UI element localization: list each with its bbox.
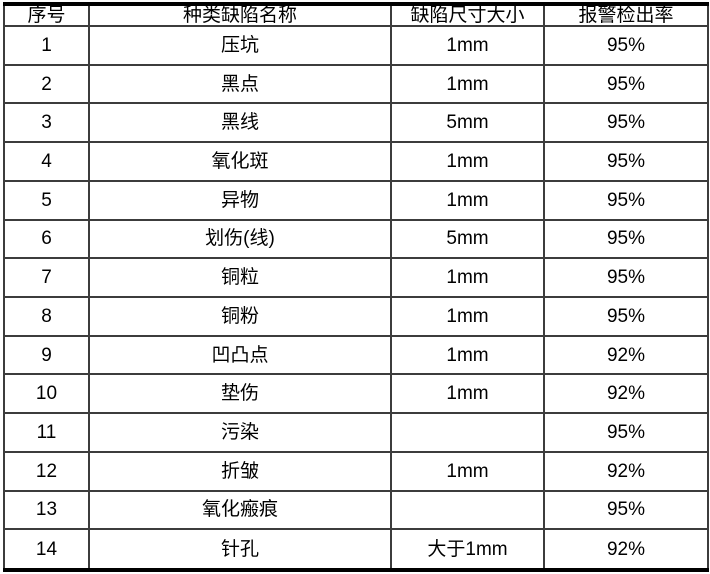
cell-rate: 95% — [543, 296, 709, 337]
cell-rate: 95% — [543, 25, 709, 66]
cell-rate: 95% — [543, 489, 709, 531]
cell-name: 压坑 — [88, 25, 392, 66]
cell-size: 5mm — [390, 102, 545, 144]
table-row: 4 氧化斑 1mm 95% — [3, 141, 709, 182]
table-row: 7 铜粒 1mm 95% — [3, 257, 709, 299]
cell-rate: 92% — [543, 373, 709, 415]
cell-name: 针孔 — [88, 528, 392, 571]
cell-no: 6 — [3, 218, 90, 260]
table-row: 3 黑线 5mm 95% — [3, 102, 709, 144]
col-header-name: 种类缺陷名称 — [88, 3, 392, 27]
cell-name: 黑点 — [88, 63, 392, 105]
cell-name: 垫伤 — [88, 373, 392, 415]
cell-size: 1mm — [390, 373, 545, 415]
header-row: 序号 种类缺陷名称 缺陷尺寸大小 报警检出率 — [3, 3, 709, 27]
cell-rate: 92% — [543, 528, 709, 571]
col-header-size: 缺陷尺寸大小 — [390, 3, 545, 27]
cell-rate: 95% — [543, 141, 709, 182]
cell-rate: 92% — [543, 334, 709, 376]
table-row: 14 针孔 大于1mm 92% — [3, 528, 709, 571]
cell-rate: 95% — [543, 218, 709, 260]
table-row: 12 折皱 1mm 92% — [3, 450, 709, 492]
defect-table: 序号 种类缺陷名称 缺陷尺寸大小 报警检出率 1 压坑 1mm 95% 2 黑点 1mm 95% 3 黑… — [3, 2, 709, 572]
cell-size: 1mm — [390, 296, 545, 337]
cell-name: 铜粒 — [88, 257, 392, 299]
cell-name: 划伤(线) — [88, 218, 392, 260]
table-row: 6 划伤(线) 5mm 95% — [3, 218, 709, 260]
cell-size: 5mm — [390, 218, 545, 260]
table-row: 5 异物 1mm 95% — [3, 179, 709, 221]
cell-rate: 95% — [543, 257, 709, 299]
cell-name: 凹凸点 — [88, 334, 392, 376]
table-row: 11 污染 95% — [3, 412, 709, 453]
cell-rate: 92% — [543, 450, 709, 492]
cell-no: 9 — [3, 334, 90, 376]
cell-size: 大于1mm — [390, 528, 545, 571]
table-container: 序号 种类缺陷名称 缺陷尺寸大小 报警检出率 1 压坑 1mm 95% 2 黑点 1mm 95% 3 黑… — [3, 2, 709, 572]
cell-rate: 95% — [543, 412, 709, 453]
cell-no: 3 — [3, 102, 90, 144]
cell-name: 黑线 — [88, 102, 392, 144]
table-row: 2 黑点 1mm 95% — [3, 63, 709, 105]
cell-size — [390, 489, 545, 531]
table-row: 10 垫伤 1mm 92% — [3, 373, 709, 415]
cell-rate: 95% — [543, 179, 709, 221]
cell-size: 1mm — [390, 25, 545, 66]
cell-size — [390, 412, 545, 453]
cell-no: 14 — [3, 528, 90, 571]
cell-no: 1 — [3, 25, 90, 66]
cell-no: 12 — [3, 450, 90, 492]
table-body: 1 压坑 1mm 95% 2 黑点 1mm 95% 3 黑线 5mm 95% 4 氧化斑 1mm 95% 5 异物… — [3, 25, 709, 571]
cell-size: 1mm — [390, 179, 545, 221]
cell-rate: 95% — [543, 63, 709, 105]
cell-name: 氧化斑 — [88, 141, 392, 182]
cell-size: 1mm — [390, 257, 545, 299]
cell-name: 异物 — [88, 179, 392, 221]
table-row: 8 铜粉 1mm 95% — [3, 296, 709, 337]
table-row: 13 氧化瘢痕 95% — [3, 489, 709, 531]
cell-no: 8 — [3, 296, 90, 337]
table-row: 9 凹凸点 1mm 92% — [3, 334, 709, 376]
cell-no: 2 — [3, 63, 90, 105]
table-row: 1 压坑 1mm 95% — [3, 25, 709, 66]
cell-size: 1mm — [390, 63, 545, 105]
cell-size: 1mm — [390, 334, 545, 376]
cell-name: 氧化瘢痕 — [88, 489, 392, 531]
cell-size: 1mm — [390, 450, 545, 492]
cell-name: 折皱 — [88, 450, 392, 492]
cell-no: 7 — [3, 257, 90, 299]
cell-name: 污染 — [88, 412, 392, 453]
cell-no: 13 — [3, 489, 90, 531]
cell-no: 11 — [3, 412, 90, 453]
cell-size: 1mm — [390, 141, 545, 182]
cell-no: 5 — [3, 179, 90, 221]
cell-no: 10 — [3, 373, 90, 415]
col-header-rate: 报警检出率 — [543, 3, 709, 27]
cell-rate: 95% — [543, 102, 709, 144]
cell-name: 铜粉 — [88, 296, 392, 337]
col-header-no: 序号 — [3, 3, 90, 27]
cell-no: 4 — [3, 141, 90, 182]
